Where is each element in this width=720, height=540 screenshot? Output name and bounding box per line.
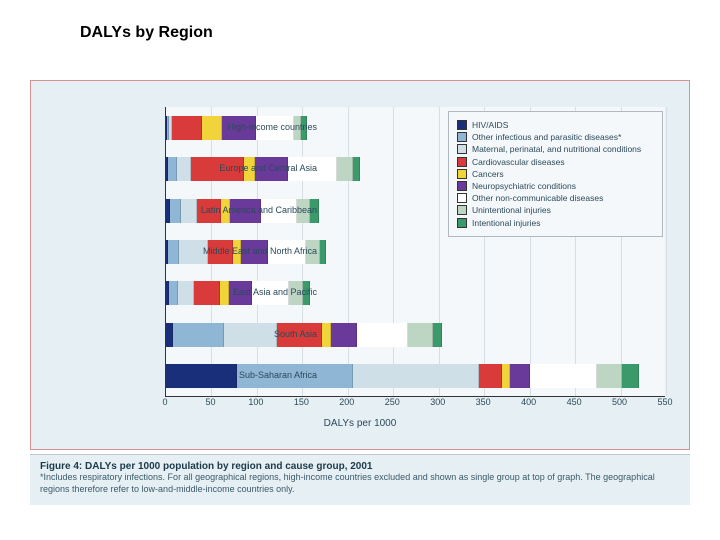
y-axis-label: East Asia and Pacific [191,287,317,297]
y-axis-label: Latin America and Caribbean [191,205,317,215]
legend-item: Neuropsychiatric conditions [457,181,654,191]
bar-segment [479,364,503,388]
bar-segment [322,323,331,347]
grid-line [439,107,440,396]
bar-segment [353,364,478,388]
x-tick-label: 100 [244,397,268,407]
chart-container: HIV/AIDS Other infectious and parasitic d… [30,80,690,450]
bar-segment [622,364,638,388]
legend-label: Unintentional injuries [472,205,551,215]
bar-segment [169,281,178,305]
x-axis-label: DALYs per 1000 [31,418,689,429]
bar-segment [337,157,353,181]
caption-note: *Includes respiratory infections. For al… [40,472,680,495]
legend-label: Intentional injuries [472,218,541,228]
x-tick-label: 450 [562,397,586,407]
legend-label: HIV/AIDS [472,120,508,130]
bar-segment [530,364,597,388]
bar-segment [597,364,622,388]
bar-segment [331,323,356,347]
bar-segment [170,199,181,223]
x-tick-label: 300 [426,397,450,407]
legend-label: Cancers [472,169,504,179]
legend-item: Unintentional injuries [457,205,654,215]
x-tick-label: 350 [471,397,495,407]
legend-swatch [457,193,467,203]
figure-caption: Figure 4: DALYs per 1000 population by r… [30,454,690,505]
bar-segment [502,364,509,388]
legend-label: Cardiovascular diseases [472,157,565,167]
grid-line [393,107,394,396]
bar-segment [320,240,325,264]
x-tick-label: 150 [289,397,313,407]
y-axis-label: Middle East and North Africa [191,246,317,256]
x-tick-label: 50 [198,397,222,407]
x-tick-label: 500 [608,397,632,407]
legend: HIV/AIDS Other infectious and parasitic d… [448,111,663,237]
legend-item: Cardiovascular diseases [457,157,654,167]
bar-segment [408,323,433,347]
y-axis-label: Sub-Saharan Africa [191,370,317,380]
grid-line [666,107,667,396]
legend-item: Cancers [457,169,654,179]
legend-label: Other infectious and parasitic diseases* [472,132,621,142]
legend-swatch [457,218,467,228]
bar-segment [166,323,173,347]
x-tick-label: 250 [380,397,404,407]
x-tick-label: 0 [153,397,177,407]
legend-swatch [457,132,467,142]
x-tick-label: 550 [653,397,677,407]
y-axis-label: High-income countries [191,122,317,132]
bar-segment [510,364,530,388]
caption-title: Figure 4: DALYs per 1000 population by r… [40,461,680,472]
page-title: DALYs by Region [80,24,213,42]
x-tick-label: 400 [517,397,541,407]
legend-item: HIV/AIDS [457,120,654,130]
legend-item: Other infectious and parasitic diseases* [457,132,654,142]
bar-segment [357,323,408,347]
legend-item: Intentional injuries [457,218,654,228]
legend-swatch [457,205,467,215]
legend-label: Neuropsychiatric conditions [472,181,576,191]
bar-segment [353,157,360,181]
legend-label: Other non-communicable diseases [472,193,603,203]
y-axis-label: Europe and Central Asia [191,163,317,173]
bar-segment [168,240,179,264]
legend-swatch [457,169,467,179]
legend-swatch [457,157,467,167]
bar-segment [433,323,442,347]
legend-swatch [457,181,467,191]
y-axis-label: South Asia [191,329,317,339]
x-tick-label: 200 [335,397,359,407]
legend-item: Other non-communicable diseases [457,193,654,203]
bar-segment [177,157,192,181]
legend-label: Maternal, perinatal, and nutritional con… [472,144,641,154]
grid-line [348,107,349,396]
legend-swatch [457,144,467,154]
bar-segment [168,157,177,181]
legend-swatch [457,120,467,130]
legend-item: Maternal, perinatal, and nutritional con… [457,144,654,154]
